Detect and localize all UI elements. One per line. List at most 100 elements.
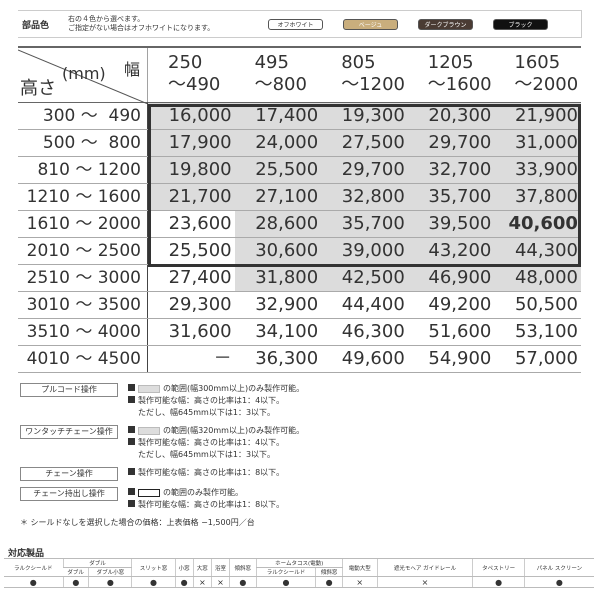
price-cell: 24,000 bbox=[234, 130, 322, 156]
price-cell: 29,700 bbox=[407, 130, 495, 156]
color-option[interactable]: ベージュ bbox=[343, 18, 398, 30]
price-cell: 17,400 bbox=[234, 103, 322, 129]
product-column-header: 浴室 bbox=[210, 558, 230, 577]
width-to: ～2000 bbox=[514, 74, 579, 95]
price-cell: 49,600 bbox=[341, 348, 405, 369]
bullet-square-icon bbox=[128, 438, 135, 445]
price-cell: 27,400 bbox=[168, 267, 232, 288]
legend-text: の範囲(幅320mm以上)のみ製作可能。 bbox=[163, 426, 305, 435]
table-row: 500 ～ 800 17,900 24,000 27,500 29,700 31,000 bbox=[18, 130, 581, 157]
operation-tag: チェーン操作 bbox=[20, 467, 118, 481]
legend-text: 製作可能な幅：高さの比率は1：4以下。 bbox=[138, 396, 285, 405]
legend-text: ただし、幅645mm以下は1：3以下。 bbox=[138, 408, 276, 417]
legend-line: の範囲(幅320mm以上)のみ製作可能。 bbox=[128, 425, 304, 437]
bullet-square-icon bbox=[128, 396, 135, 403]
price-cell: 35,700 bbox=[407, 184, 495, 210]
width-to: ～490 bbox=[168, 74, 221, 95]
color-option[interactable]: オフホワイト bbox=[268, 18, 323, 30]
legend-line: ただし、幅645mm以下は1：3以下。 bbox=[128, 449, 304, 461]
table-row: 1210 ～ 1600 21,700 27,100 32,800 35,700 37,80… bbox=[18, 184, 581, 211]
legend-line: の範囲(幅300mm以上)のみ製作可能。 bbox=[128, 383, 304, 395]
legend-item: チェーン持出し操作 の範囲のみ製作可能。 製作可能な幅：高さの比率は1：8以下。 bbox=[20, 487, 360, 511]
price-cell: 32,900 bbox=[255, 294, 319, 315]
width-column-header: 250 ～490 bbox=[168, 52, 220, 96]
legend-text: 製作可能な幅：高さの比率は1：8以下。 bbox=[138, 500, 285, 509]
range-swatch bbox=[138, 488, 160, 497]
product-column-header: 傾斜窓 bbox=[315, 567, 343, 577]
table-row: 4010 ～ 4500 － 36,300 49,600 54,900 57,000 bbox=[18, 346, 581, 373]
parts-color-bar: 部品色 右の４色から選べます。 ご指定がない場合はオフホワイトになります。 オフホ… bbox=[18, 10, 582, 38]
compatibility-mark: × bbox=[210, 576, 230, 588]
width-column-header: 495 ～800 bbox=[255, 52, 307, 96]
price-cell: 35,700 bbox=[321, 211, 408, 237]
compatibility-mark: × bbox=[341, 576, 378, 588]
compatibility-mark: ● bbox=[255, 576, 316, 588]
product-column-header: パネル スクリーン bbox=[523, 558, 594, 577]
product-column-header: 傾斜窓 bbox=[229, 558, 257, 577]
price-cell: 46,300 bbox=[341, 321, 405, 342]
price-cell: 27,100 bbox=[234, 184, 322, 210]
price-cell: 21,900 bbox=[494, 103, 581, 129]
price-cell: 16,000 bbox=[148, 103, 235, 129]
parts-color-note: 右の４色から選べます。 ご指定がない場合はオフホワイトになります。 bbox=[68, 15, 215, 32]
price-cell: 46,900 bbox=[407, 265, 495, 291]
price-cell: 17,900 bbox=[148, 130, 235, 156]
compatibility-mark: ● bbox=[4, 576, 64, 588]
products-title: 対応製品 bbox=[8, 549, 45, 559]
price-cell: 21,700 bbox=[148, 184, 235, 210]
legend-text: 製作可能な幅：高さの比率は1：4以下。 bbox=[138, 438, 285, 447]
price-cell: 30,600 bbox=[234, 238, 322, 264]
table-row: 2510 ～ 3000 27,400 31,800 42,500 46,900 48,00… bbox=[18, 265, 581, 292]
price-cell: 53,100 bbox=[514, 321, 578, 342]
height-range: 810 ～ 1200 bbox=[18, 157, 148, 183]
parts-color-label: 部品色 bbox=[22, 20, 50, 31]
width-label: 幅 bbox=[124, 60, 141, 79]
legend-lines: の範囲(幅300mm以上)のみ製作可能。製作可能な幅：高さの比率は1：4以下。た… bbox=[128, 383, 304, 419]
color-option[interactable]: ブラック bbox=[493, 18, 548, 30]
price-cell: 42,500 bbox=[321, 265, 408, 291]
bullet-square-icon bbox=[128, 468, 135, 475]
height-range: 1610 ～ 2000 bbox=[18, 211, 148, 237]
width-from: 1205 bbox=[427, 52, 474, 73]
price-cell: 31,600 bbox=[168, 321, 232, 342]
legend-line: 製作可能な幅：高さの比率は1：4以下。 bbox=[128, 437, 304, 449]
legend-text: の範囲(幅300mm以上)のみ製作可能。 bbox=[163, 384, 305, 393]
product-column-header: タペストリー bbox=[472, 558, 525, 577]
legend-line: 製作可能な幅：高さの比率は1：4以下。 bbox=[128, 395, 304, 407]
compatibility-mark: ● bbox=[229, 576, 257, 588]
price-table-header: 高さ (mm) 幅 250 ～490 495 ～800 805 ～1200 1205 ～160… bbox=[18, 46, 581, 104]
price-cell: 49,200 bbox=[428, 294, 492, 315]
width-column-header: 1205 ～1600 bbox=[428, 52, 492, 96]
price-cell: 32,800 bbox=[321, 184, 408, 210]
bullet-square-icon bbox=[128, 384, 135, 391]
height-label: 高さ bbox=[20, 78, 56, 99]
price-cell: 23,600 bbox=[168, 213, 232, 234]
legend-lines: の範囲(幅320mm以上)のみ製作可能。製作可能な幅：高さの比率は1：4以下。た… bbox=[128, 425, 304, 461]
compatibility-mark: ● bbox=[315, 576, 343, 588]
operation-tag: チェーン持出し操作 bbox=[20, 487, 118, 501]
product-column-header: 遮光モヘア ガイドレール bbox=[376, 558, 473, 577]
table-row: 3010 ～ 3500 29,300 32,900 44,400 49,200 50,50… bbox=[18, 292, 581, 319]
width-column-header: 805 ～1200 bbox=[341, 52, 405, 96]
legend-line: の範囲のみ製作可能。 bbox=[128, 487, 284, 499]
price-cell: 34,100 bbox=[255, 321, 319, 342]
bullet-square-icon bbox=[128, 488, 135, 495]
range-swatch bbox=[138, 426, 160, 435]
table-row: 1610 ～ 2000 23,600 28,600 35,700 39,500 40,60… bbox=[18, 211, 581, 238]
price-cell: 48,000 bbox=[494, 265, 581, 291]
price-cell: 20,300 bbox=[407, 103, 495, 129]
color-option[interactable]: ダークブラウン bbox=[418, 18, 473, 30]
price-cell: 25,500 bbox=[234, 157, 322, 183]
width-from: 495 bbox=[254, 52, 289, 73]
price-cell: 33,900 bbox=[494, 157, 581, 183]
operation-tag: プルコード操作 bbox=[20, 383, 118, 397]
legend-lines: の範囲のみ製作可能。 製作可能な幅：高さの比率は1：8以下。 bbox=[128, 487, 284, 511]
height-range: 1210 ～ 1600 bbox=[18, 184, 148, 210]
price-cell: 27,500 bbox=[321, 130, 408, 156]
height-range: 2510 ～ 3000 bbox=[18, 265, 148, 291]
product-group-header: ダブル bbox=[62, 558, 132, 568]
width-to: ～1600 bbox=[427, 74, 492, 95]
unit-label: (mm) bbox=[62, 64, 106, 83]
compatibility-mark: ● bbox=[174, 576, 194, 588]
compatibility-mark: ● bbox=[88, 576, 132, 588]
